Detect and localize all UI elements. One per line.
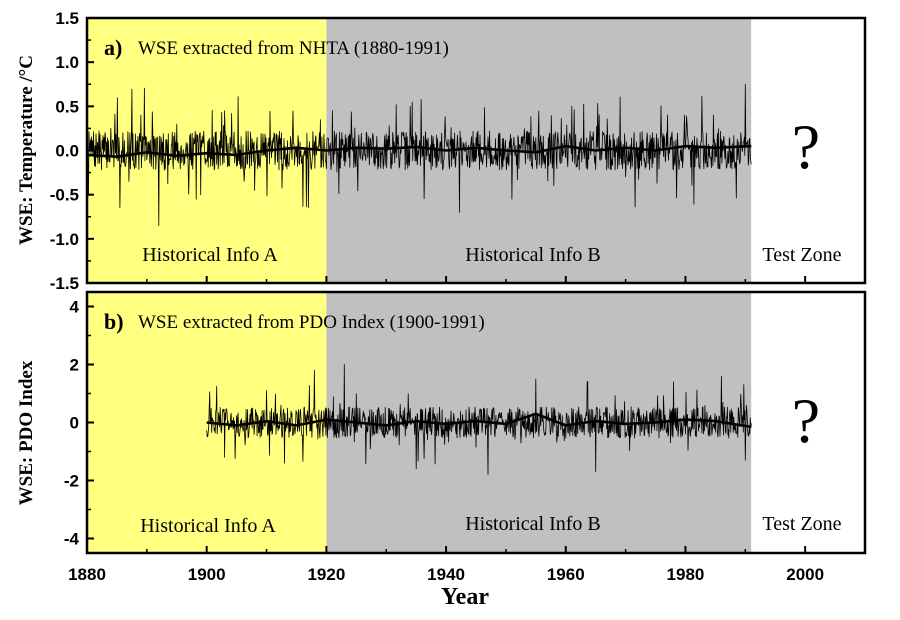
panel-a-y-axis-title: WSE: Temperature /°C <box>16 55 37 245</box>
panel-b: 420-2-4 1880 1900 1920 1940 1960 1980 2000 b) … <box>16 290 867 610</box>
panel-a-series-monthly <box>86 83 752 227</box>
panel-a-title: WSE extracted from NHTA (1880-1991) <box>138 38 449 59</box>
panel-a-ytick-label: 0.0 <box>55 142 79 161</box>
x-tick-label: 1940 <box>427 565 465 584</box>
panel-b-question-mark: ? <box>792 385 820 456</box>
panel-b-ytick-label: 2 <box>70 356 79 375</box>
panel-b-region-b-label: Historical Info B <box>465 513 601 535</box>
panel-a-ytick-label: -0.5 <box>50 186 79 205</box>
panel-a: 1.5 1.0 0.5 0.0 -0.5 -1.0 -1.5 a) WSE extracte… <box>16 9 867 293</box>
panel-b-test-zone-label: Test Zone <box>762 513 841 535</box>
panel-a-letter: a) <box>104 35 122 60</box>
x-tick-label: 1880 <box>68 565 106 584</box>
panel-b-series-monthly <box>206 364 752 476</box>
x-tick-label: 2000 <box>786 565 824 584</box>
panel-a-series-smoothed <box>86 144 752 158</box>
panel-b-ytick-label: -4 <box>64 530 80 549</box>
panel-a-region-a-label: Historical Info A <box>142 244 278 266</box>
panel-b-ytick-label: 0 <box>70 414 79 433</box>
panel-b-region-a-label: Historical Info A <box>140 515 276 537</box>
panel-a-test-zone-label: Test Zone <box>762 244 841 266</box>
x-tick-label: 1920 <box>307 565 345 584</box>
x-tick-label: 1980 <box>667 565 705 584</box>
panel-a-ytick-label: 1.0 <box>55 53 79 72</box>
x-tick-label: 1900 <box>188 565 226 584</box>
panel-a-region-b-label: Historical Info B <box>465 244 601 266</box>
panel-a-region-0 <box>87 18 327 283</box>
x-axis-title: Year <box>441 584 489 610</box>
panel-b-title: WSE extracted from PDO Index (1900-1991) <box>138 312 485 333</box>
panel-a-ytick-label: 0.5 <box>55 97 79 116</box>
x-tick-label: 1960 <box>547 565 585 584</box>
panel-b-ytick-label: -2 <box>64 472 79 491</box>
panel-b-region-2 <box>751 292 865 553</box>
panel-a-question-mark: ? <box>792 111 820 182</box>
panel-b-series-smoothed <box>206 412 752 429</box>
panel-a-ytick-label: 1.5 <box>55 9 79 28</box>
panel-b-letter: b) <box>104 309 124 334</box>
panel-b-ytick-label: 4 <box>70 298 80 317</box>
panel-b-y-axis-title: WSE: PDO Index <box>16 360 37 505</box>
panel-a-ytick-label: -1.5 <box>50 274 79 293</box>
panel-a-region-2 <box>751 18 865 283</box>
panel-a-ytick-label: -1.0 <box>50 230 79 249</box>
